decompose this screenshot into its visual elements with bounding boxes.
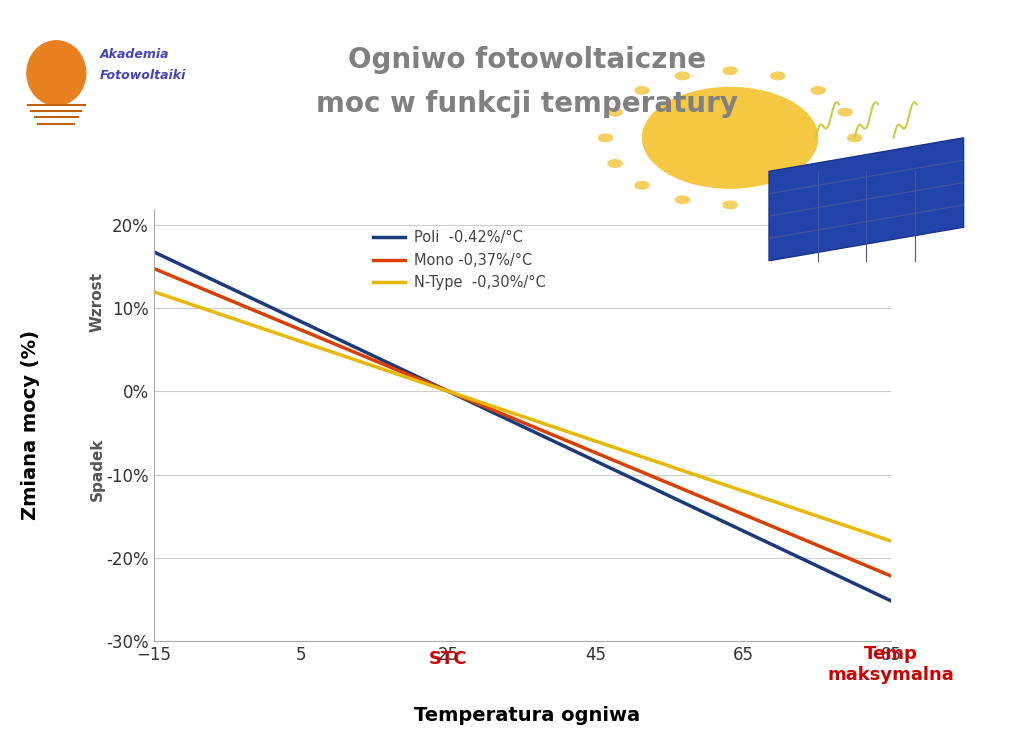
Mono -0,37%/°C: [885, 571, 897, 580]
Poli  -0.42%/°C: [150, 249, 162, 258]
Ellipse shape: [838, 159, 853, 168]
N-Type  -0,30%/°C: [816, 513, 828, 522]
N-Type  -0,30%/°C: [587, 436, 599, 445]
Ellipse shape: [770, 195, 785, 204]
Mono -0,37%/°C: [769, 523, 781, 532]
Legend: Poli  -0.42%/°C, Mono -0,37%/°C, N-Type  -0,30%/°C: Poli -0.42%/°C, Mono -0,37%/°C, N-Type -…: [368, 224, 552, 296]
Text: Zmiana mocy (%): Zmiana mocy (%): [22, 329, 40, 520]
Ellipse shape: [643, 88, 817, 188]
Ellipse shape: [675, 195, 690, 204]
Text: moc w funkcji temperatury: moc w funkcji temperatury: [316, 90, 738, 118]
Poli  -0.42%/°C: [147, 247, 160, 256]
Mono -0,37%/°C: [816, 542, 828, 551]
Text: Temperatura ogniwa: Temperatura ogniwa: [415, 706, 640, 725]
Ellipse shape: [27, 40, 86, 106]
Text: Fotowoltaiki: Fotowoltaiki: [99, 69, 185, 82]
Ellipse shape: [810, 181, 826, 190]
N-Type  -0,30%/°C: [147, 288, 160, 297]
N-Type  -0,30%/°C: [150, 288, 162, 297]
Mono -0,37%/°C: [584, 446, 596, 455]
Ellipse shape: [607, 159, 623, 168]
Mono -0,37%/°C: [587, 447, 599, 456]
Poli  -0.42%/°C: [885, 596, 897, 605]
Ellipse shape: [607, 108, 623, 117]
Text: Wzrost: Wzrost: [90, 272, 104, 332]
Text: Spadek: Spadek: [90, 437, 104, 501]
Ellipse shape: [675, 72, 690, 80]
N-Type  -0,30%/°C: [885, 536, 897, 545]
Poli  -0.42%/°C: [587, 455, 599, 464]
Poli  -0.42%/°C: [599, 461, 611, 470]
Ellipse shape: [838, 108, 853, 117]
Poli  -0.42%/°C: [816, 564, 828, 573]
Mono -0,37%/°C: [150, 265, 162, 274]
Line: Poli  -0.42%/°C: Poli -0.42%/°C: [154, 252, 891, 600]
Ellipse shape: [634, 181, 650, 190]
N-Type  -0,30%/°C: [599, 440, 611, 448]
Line: Mono -0,37%/°C: Mono -0,37%/°C: [154, 268, 891, 576]
Ellipse shape: [722, 200, 738, 209]
Text: Ogniwo fotowoltaiczne: Ogniwo fotowoltaiczne: [348, 45, 707, 74]
Poli  -0.42%/°C: [584, 454, 596, 463]
Text: Temp
maksymalna: Temp maksymalna: [827, 645, 954, 684]
Poli  -0.42%/°C: [769, 542, 781, 551]
Ellipse shape: [722, 66, 738, 75]
Ellipse shape: [810, 86, 826, 95]
Polygon shape: [769, 138, 964, 261]
N-Type  -0,30%/°C: [769, 498, 781, 507]
Ellipse shape: [847, 133, 862, 142]
Ellipse shape: [634, 86, 650, 95]
Text: STC: STC: [429, 650, 468, 668]
Mono -0,37%/°C: [599, 452, 611, 461]
Ellipse shape: [598, 133, 613, 142]
Ellipse shape: [770, 72, 785, 80]
N-Type  -0,30%/°C: [584, 435, 596, 444]
Line: N-Type  -0,30%/°C: N-Type -0,30%/°C: [154, 292, 891, 541]
Text: Akademia: Akademia: [99, 48, 169, 60]
Mono -0,37%/°C: [147, 264, 160, 273]
